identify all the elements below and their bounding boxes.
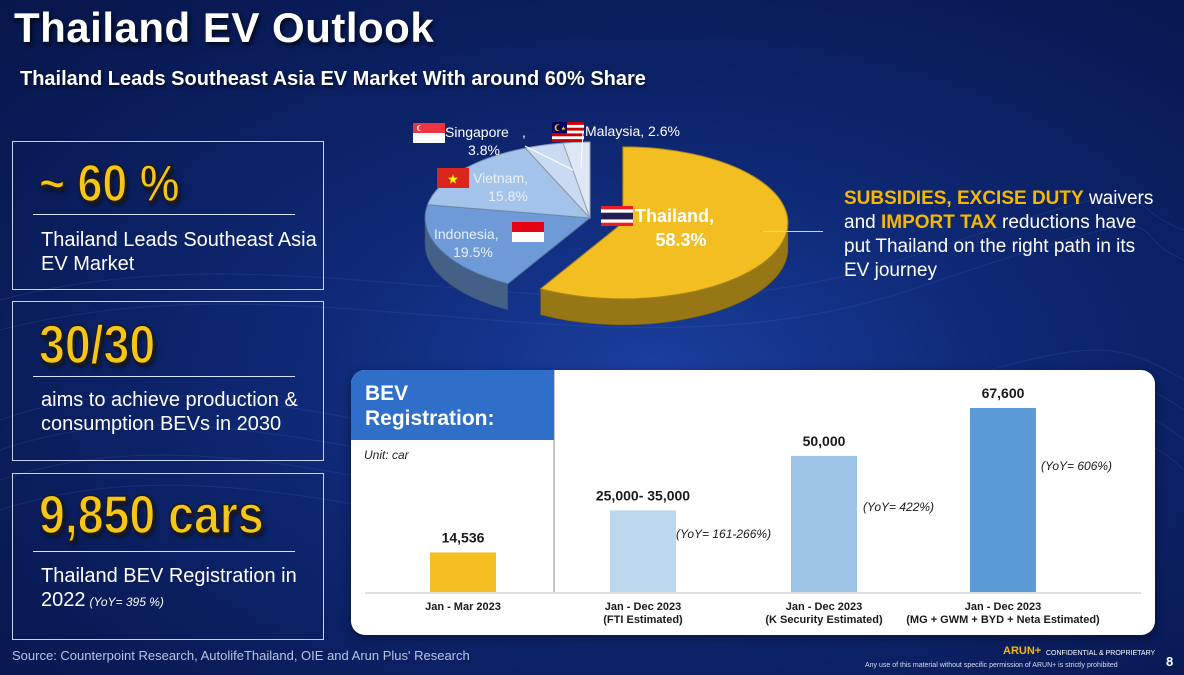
- bev-registration-panel: 14,536 Jan - Mar 2023 25,000- 35,000 Jan - …: [351, 370, 1155, 635]
- singapore-flag-icon: [413, 123, 445, 143]
- yoy-annotation: (YoY= 161-266%): [676, 527, 771, 541]
- pie-label-malaysia-value: 2.6%: [648, 123, 680, 139]
- pie-label-malaysia: Malaysia, 2.6%: [585, 123, 680, 139]
- kpi-divider: [33, 376, 295, 377]
- kpi-divider: [33, 551, 295, 552]
- yoy-annotation: (YoY= 422%): [863, 500, 934, 514]
- singapore-leader-line: [524, 145, 574, 171]
- indonesia-flag-icon: [512, 222, 544, 242]
- pie-label-vietnam-value: 15.8%: [488, 188, 528, 204]
- bar-value-label: 14,536: [442, 529, 485, 545]
- callout-text-2: reductions have put Thailand on the righ…: [844, 212, 1137, 281]
- malaysia-leader-line: [580, 131, 584, 169]
- page-title: Thailand EV Outlook: [14, 4, 435, 51]
- x-tick-sublabel: (MG + GWM + BYD + Neta Estimated): [906, 614, 1100, 626]
- bar-value-label: 25,000- 35,000: [596, 487, 690, 503]
- svg-text:★: ★: [447, 173, 459, 188]
- pie-label-separator: ,: [640, 123, 648, 139]
- source-footnote: Source: Counterpoint Research, AutolifeT…: [12, 648, 470, 663]
- kpi-description: aims to achieve production & consumption…: [41, 389, 298, 435]
- callout-text-1: waivers and: [844, 188, 1154, 233]
- bar-3: [791, 455, 857, 592]
- x-tick-label: Jan - Mar 2023: [425, 601, 501, 613]
- kpi-value: 9,850 cars: [38, 484, 264, 546]
- bev-registration-bar-chart: 14,536 Jan - Mar 2023 25,000- 35,000 Jan - …: [365, 370, 1141, 626]
- bev-heading-line1: BEV: [365, 382, 409, 405]
- kpi-divider: [33, 214, 295, 215]
- page-number: 8: [1166, 654, 1174, 669]
- pie-label-indonesia-name: Indonesia,: [434, 226, 499, 242]
- pie-label-singapore-value: 3.8%: [468, 142, 500, 158]
- vietnam-flag-icon: ★: [437, 168, 469, 188]
- x-tick-label: Jan - Dec 2023: [786, 601, 862, 613]
- x-tick-sublabel: (FTI Estimated): [603, 614, 683, 626]
- ev-policy-callout: SUBSIDIES, EXCISE DUTY waivers and IMPOR…: [844, 187, 1164, 283]
- confidential-label: CONFIDENTIAL & PROPRIETARY: [1046, 650, 1156, 657]
- kpi-box-30-30: 30/30 aims to achieve production & consu…: [12, 301, 324, 461]
- bev-unit-label: Unit: car: [364, 448, 409, 462]
- kpi-description: Thailand BEV Registration in 2022 (YoY= 3…: [41, 564, 301, 614]
- pie-label-separator: ,: [522, 124, 526, 140]
- bar-value-label: 50,000: [803, 433, 846, 449]
- kpi-description: Thailand Leads Southeast Asia EV Market: [41, 229, 317, 275]
- arun-logo: ARUN+: [1003, 645, 1042, 657]
- bar-4: [970, 408, 1036, 592]
- pie-slice-malaysia: [562, 141, 591, 219]
- kpi-yoy-note: (YoY= 395 %): [89, 595, 164, 609]
- pie-label-thailand-name: Thailand,: [635, 206, 714, 226]
- usage-notice: Any use of this material without specifi…: [865, 662, 1118, 669]
- bar-2: [610, 510, 676, 592]
- pie-label-singapore-name: Singapore: [445, 124, 509, 140]
- bar-value-label: 67,600: [982, 385, 1025, 401]
- callout-connector-line: [763, 231, 823, 232]
- kpi-value: 30/30: [38, 314, 156, 376]
- pie-slice-indonesia: [424, 204, 592, 285]
- svg-text:★: ★: [561, 126, 566, 133]
- pie-label-indonesia-value: 19.5%: [453, 244, 493, 260]
- kpi-box-market-share: ~ 60 % Thailand Leads Southeast Asia EV …: [12, 141, 324, 290]
- ev-market-share-pie-chart: ★ ★ Singapore , 3.8% Malaysia, 2.6% Viet…: [413, 122, 789, 326]
- x-tick-sublabel: (K Security Estimated): [765, 614, 883, 626]
- x-tick-label: Jan - Dec 2023: [605, 601, 681, 613]
- bev-panel-heading: BEV Registration:: [351, 370, 554, 440]
- pie-label-thailand-value: 58.3%: [655, 230, 706, 250]
- yoy-annotation: (YoY= 606%): [1041, 459, 1112, 473]
- kpi-box-bev-2022: 9,850 cars Thailand BEV Registration in …: [12, 473, 324, 640]
- thailand-flag-icon: [601, 206, 633, 226]
- pie-slice-thailand: [539, 146, 789, 300]
- pie-label-vietnam-name: Vietnam,: [473, 170, 528, 186]
- x-tick-label: Jan - Dec 2023: [965, 601, 1041, 613]
- pie-label-malaysia-name: Malaysia: [585, 123, 640, 139]
- kpi-description-text: Thailand BEV Registration in 2022: [41, 565, 297, 611]
- malaysia-flag-icon: ★: [552, 122, 584, 142]
- highlight-subsidies: SUBSIDIES, EXCISE DUTY: [844, 188, 1084, 209]
- kpi-value: ~ 60 %: [38, 154, 180, 214]
- highlight-import-tax: IMPORT TAX: [880, 212, 997, 233]
- bev-heading-line2: Registration:: [365, 407, 495, 430]
- bar-1: [430, 552, 496, 592]
- page-subtitle: Thailand Leads Southeast Asia EV Market …: [20, 68, 646, 90]
